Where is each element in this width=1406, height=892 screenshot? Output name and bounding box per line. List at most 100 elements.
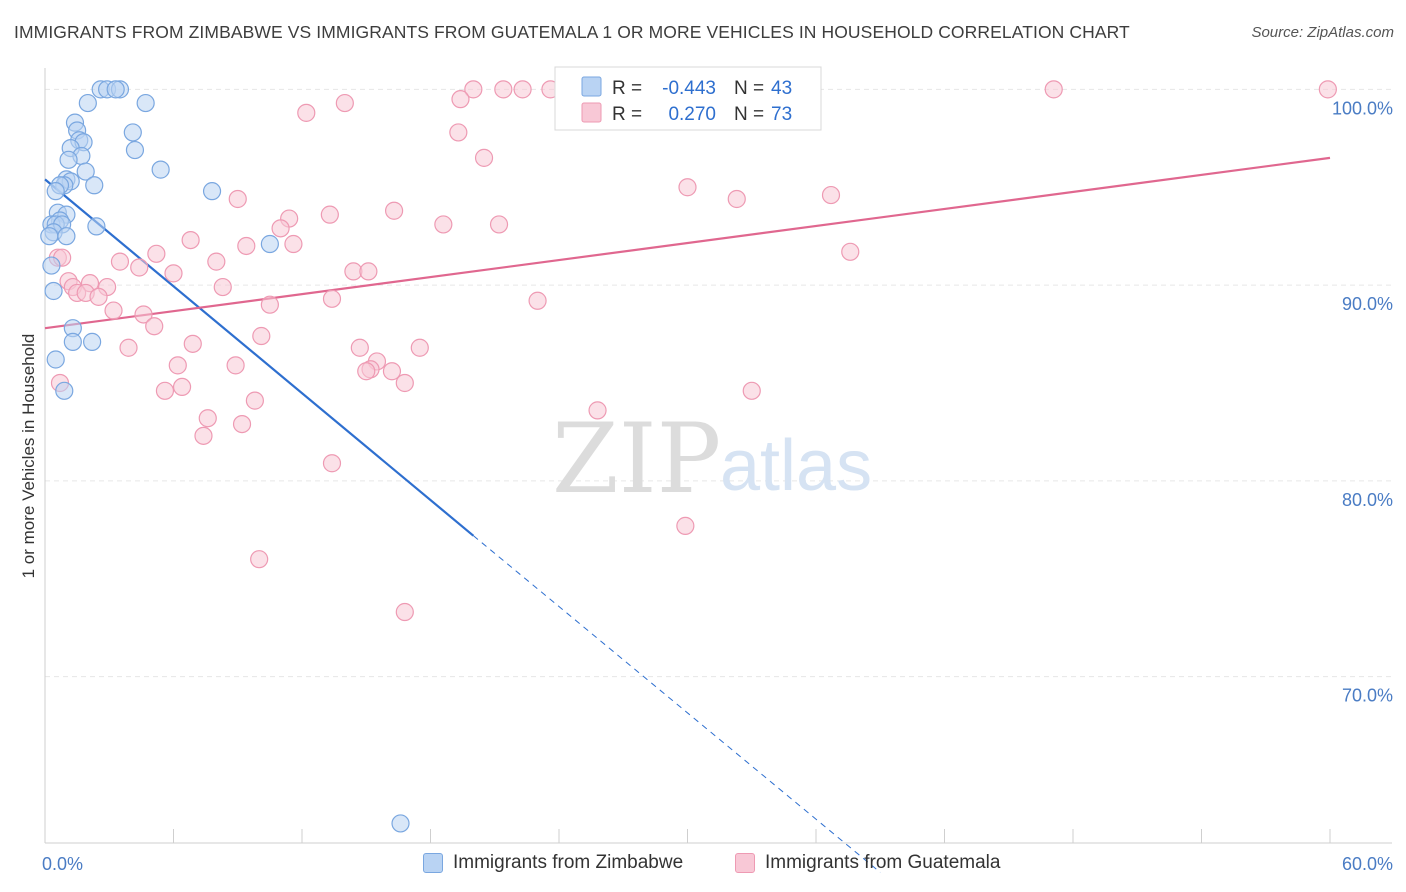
point-guatemala — [489, 215, 509, 234]
watermark-atlas: atlas — [720, 426, 872, 506]
point-guatemala — [145, 317, 164, 336]
trend-line-zimbabwe-extension — [473, 535, 881, 873]
point-guatemala — [676, 516, 695, 535]
point-guatemala — [350, 338, 369, 357]
legend-r-value-zimbabwe: -0.443 — [662, 78, 716, 99]
point-zimbabwe — [59, 150, 78, 169]
point-guatemala — [742, 381, 761, 400]
data-points — [40, 80, 1337, 833]
point-zimbabwe — [83, 332, 102, 351]
point-guatemala — [513, 80, 532, 99]
watermark-zip: ZIP — [552, 403, 721, 515]
trend-line-guatemala — [44, 156, 1331, 330]
point-guatemala — [155, 381, 175, 400]
legend-r-label-guatemala: R = — [612, 104, 642, 125]
point-zimbabwe — [46, 350, 65, 369]
point-guatemala — [395, 602, 414, 622]
point-guatemala — [464, 80, 483, 99]
point-guatemala — [359, 262, 378, 281]
point-zimbabwe — [76, 162, 95, 181]
point-guatemala — [89, 287, 108, 306]
trend-lines — [44, 156, 1331, 873]
point-guatemala — [284, 234, 303, 254]
point-guatemala — [297, 103, 316, 122]
chart-title: IMMIGRANTS FROM ZIMBABWE VS IMMIGRANTS F… — [14, 22, 1130, 42]
y-tick-labels: 70.0% 80.0% 90.0% 100.0% — [1332, 98, 1393, 705]
point-guatemala — [335, 93, 354, 113]
point-guatemala — [207, 252, 226, 271]
point-zimbabwe — [391, 814, 410, 833]
point-guatemala — [451, 90, 470, 109]
point-guatemala — [245, 391, 264, 410]
legend-swatch-guatemala-bottom — [735, 853, 755, 873]
point-guatemala — [226, 356, 245, 375]
point-zimbabwe — [106, 80, 125, 99]
point-guatemala — [678, 178, 697, 197]
correlation-legend: R = -0.443 N = 43 R = 0.270 N = 73 — [554, 66, 822, 131]
source-credit: Source: ZipAtlas.com — [1251, 24, 1394, 41]
point-zimbabwe — [40, 227, 59, 246]
trend-line-zimbabwe — [44, 178, 475, 537]
y-axis-label: 1 or more Vehicles in Household — [19, 334, 38, 579]
point-zimbabwe — [63, 332, 82, 351]
point-guatemala — [250, 550, 269, 569]
legend-r-label-zimbabwe: R = — [612, 78, 642, 99]
point-guatemala — [237, 236, 256, 256]
point-zimbabwe — [57, 227, 76, 246]
point-guatemala — [130, 258, 149, 277]
point-guatemala — [588, 401, 607, 420]
point-guatemala — [181, 230, 200, 250]
y-tick-label: 100.0% — [1332, 98, 1393, 118]
point-guatemala — [213, 277, 232, 297]
point-zimbabwe — [136, 93, 155, 113]
point-guatemala — [395, 373, 414, 393]
point-guatemala — [449, 123, 468, 142]
legend-item-guatemala: Immigrants from Guatemala — [735, 852, 1000, 874]
point-zimbabwe — [151, 160, 170, 179]
point-zimbabwe — [78, 93, 97, 113]
legend-label-zimbabwe: Immigrants from Zimbabwe — [453, 852, 684, 873]
legend-r-value-guatemala: 0.270 — [668, 104, 716, 125]
legend-swatch-zimbabwe-bottom — [423, 853, 443, 873]
point-guatemala — [183, 334, 202, 353]
point-zimbabwe — [55, 381, 74, 400]
point-guatemala — [357, 362, 376, 381]
point-guatemala — [322, 289, 342, 308]
point-guatemala — [841, 242, 860, 261]
legend-n-label-guatemala: N = — [734, 104, 764, 125]
point-guatemala — [382, 362, 402, 381]
point-zimbabwe — [125, 140, 145, 160]
legend-label-guatemala: Immigrants from Guatemala — [765, 852, 1001, 873]
point-guatemala — [271, 219, 290, 238]
y-tick-label: 70.0% — [1342, 686, 1393, 706]
watermark: ZIP atlas — [552, 403, 872, 515]
point-guatemala — [1044, 80, 1063, 99]
legend-swatch-zimbabwe — [581, 76, 602, 97]
point-zimbabwe — [46, 182, 65, 201]
point-guatemala — [494, 80, 513, 99]
point-guatemala — [1318, 80, 1337, 99]
point-guatemala — [168, 356, 187, 375]
x-tick-label: 60.0% — [1342, 854, 1393, 874]
point-guatemala — [384, 201, 404, 220]
point-guatemala — [474, 148, 494, 167]
series-legend: Immigrants from Zimbabwe Immigrants from… — [0, 852, 1406, 878]
point-zimbabwe — [87, 217, 106, 236]
point-guatemala — [252, 326, 271, 346]
point-guatemala — [172, 377, 192, 397]
point-guatemala — [528, 291, 547, 310]
point-guatemala — [434, 215, 453, 234]
legend-n-value-guatemala: 73 — [771, 104, 792, 125]
x-tick-label: 0.0% — [42, 854, 83, 874]
point-zimbabwe — [44, 281, 63, 301]
point-guatemala — [821, 185, 841, 205]
point-guatemala — [119, 338, 138, 357]
point-guatemala — [228, 189, 247, 209]
point-zimbabwe — [85, 176, 104, 195]
point-zimbabwe — [42, 256, 61, 275]
point-zimbabwe — [202, 182, 222, 201]
legend-swatch-guatemala — [581, 102, 602, 123]
point-guatemala — [410, 338, 429, 357]
point-guatemala — [164, 264, 183, 283]
